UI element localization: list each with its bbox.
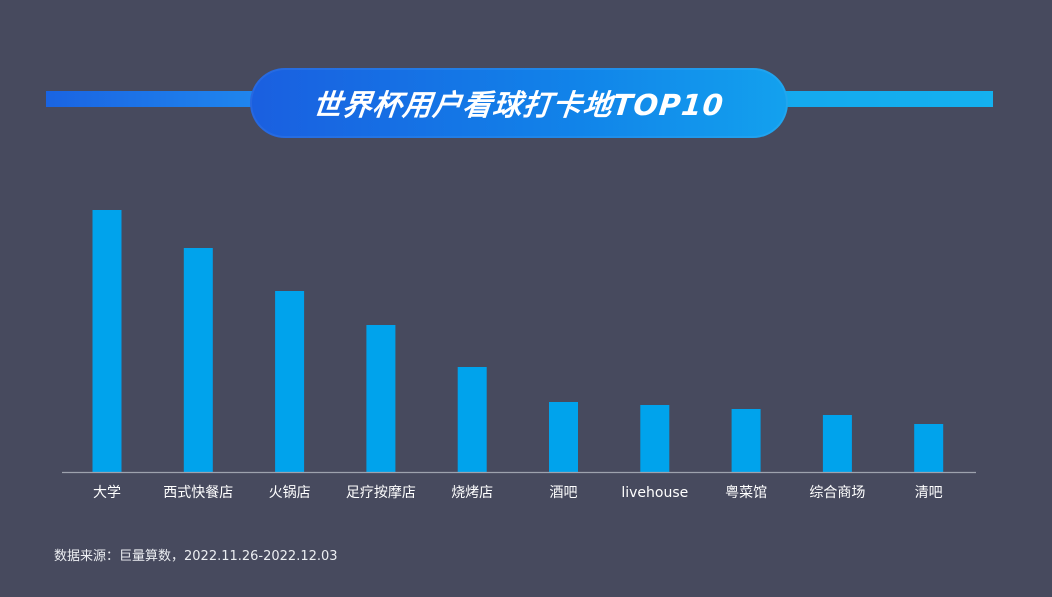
title-banner: 世界杯用户看球打卡地TOP10 [250,68,788,138]
bar-6 [640,405,670,472]
bar-4 [457,367,487,472]
x-tick-label-2: 火锅店 [269,485,311,501]
x-tick-label-5: 酒吧 [550,485,578,501]
x-tick-label-4: 烧烤店 [451,485,493,501]
title-bar-left-decoration [46,91,256,107]
data-source-note: 数据来源：巨量算数，2022.11.26-2022.12.03 [54,549,338,564]
x-tick-label-3: 足疗按摩店 [346,484,416,501]
bar-9 [914,424,944,472]
x-tick-label-9: 清吧 [915,485,943,501]
x-tick-label-1: 西式快餐店 [163,485,233,501]
bar-7 [731,409,761,472]
bar-1 [183,248,213,472]
x-tick-label-0: 大学 [93,485,121,501]
x-tick-label-8: 综合商场 [809,485,865,501]
bar-8 [822,415,852,472]
title-bar-right-decoration [783,91,993,107]
bar-5 [549,402,578,472]
bar-3 [366,325,396,472]
bar-0 [92,210,122,472]
x-tick-label-6: livehouse [621,485,688,501]
x-tick-label-7: 粤菜馆 [725,485,767,501]
bar-2 [275,291,305,472]
